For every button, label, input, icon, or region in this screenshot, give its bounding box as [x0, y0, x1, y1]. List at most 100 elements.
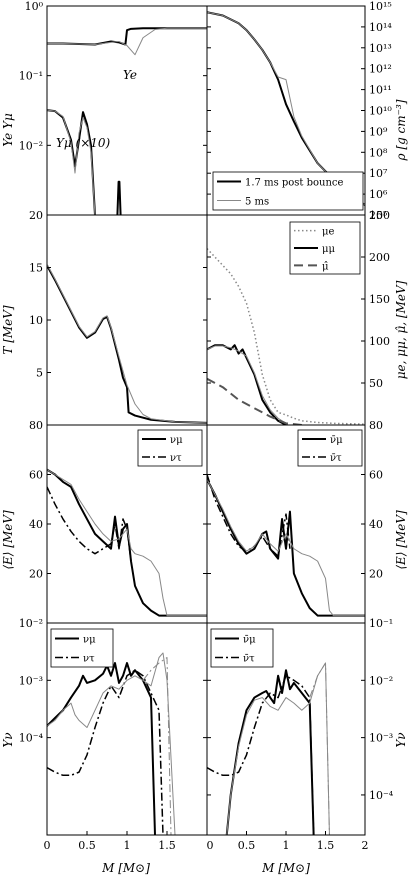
legend-box [297, 429, 363, 467]
series-line [47, 264, 207, 424]
legend: ν̄μ ν̄τ [297, 429, 363, 467]
series-line [47, 669, 164, 835]
series-line [207, 479, 365, 617]
legend-label: ντ [83, 654, 95, 665]
legend-label: νμ [170, 435, 183, 446]
panel-r2c0: 80 60 40 20 νμ ντ [29, 419, 208, 624]
series-group [207, 248, 365, 425]
series-line [47, 27, 207, 56]
y-tick-label: 60 [29, 469, 43, 482]
panel-r2c1: 80 60 40 20 ν̄μ ν̄τ [206, 419, 383, 624]
legend-box [137, 429, 203, 467]
y-tick-label: 60 [369, 469, 383, 482]
x-tick-label: 1.5 [317, 839, 335, 852]
legend: μe μμ μ̂ [289, 221, 361, 275]
legend-label: ντ [170, 453, 182, 464]
legend-label: 1.7 ms post bounce [245, 178, 344, 189]
series-line [116, 180, 122, 215]
panel-r0c1: 10¹⁵ 10¹⁴ 10¹³ 10¹² 10¹¹ 10¹⁰ 10⁹ 10⁸ 10⁷ 10⁶ 10⁵ 1… [206, 0, 392, 222]
y-tick-label: 10⁸ [369, 146, 388, 159]
y-tick-label: 40 [369, 518, 383, 531]
y-tick-label: 250 [369, 209, 390, 222]
series-line [207, 345, 287, 424]
x-tick-label: 0 [44, 839, 51, 852]
x-tick-label: 0.5 [238, 839, 256, 852]
xlabel-left: M [M⊙] [101, 861, 150, 875]
y-tick-label: 40 [29, 518, 43, 531]
panel-r1c1: 250 200 150 100 50 μe μμ μ̂ [206, 209, 390, 426]
series-group [47, 468, 207, 617]
x-tick-label: 1.5 [158, 839, 176, 852]
annotation: Yμ (×10) [56, 136, 111, 150]
series-line [47, 468, 207, 617]
series-line [309, 662, 330, 835]
series-group [47, 27, 207, 215]
y-tick-label: 10⁻² [369, 674, 393, 687]
y-tick-label: 10 [29, 314, 43, 327]
series-line [142, 657, 172, 835]
y-tick-label: 10¹⁰ [369, 105, 392, 118]
y-tick-label: 200 [369, 251, 390, 264]
ylabel-r1-left: T [MeV] [1, 305, 15, 355]
ylabel-r2-right: ⟨E⟩ [MeV] [394, 510, 408, 570]
y-tick-label: 10¹⁵ [369, 0, 392, 13]
y-tick-label: 10¹⁴ [369, 21, 392, 34]
y-tick-label: 10⁰ [25, 0, 44, 13]
x-tick-label: 1 [283, 839, 290, 852]
y-tick-label: 15 [29, 262, 43, 275]
ylabel-r0-left: Ye Yμ [1, 113, 15, 147]
panel-r3c0: 10⁻² 10⁻³ 10⁻⁴ 0 0.5 1 1.5 νμ ντ [19, 617, 208, 852]
y-tick-label: 10⁻³ [369, 732, 393, 745]
legend-label: 5 ms [245, 197, 269, 208]
series-line [47, 109, 96, 215]
series-line [47, 662, 156, 835]
x-tick-label: 1 [124, 839, 131, 852]
y-tick-label: 10⁻³ [19, 674, 43, 687]
series-line [47, 109, 96, 215]
legend-box [210, 628, 274, 668]
legend-box [212, 171, 364, 211]
y-tick-label: 20 [29, 568, 43, 581]
series-line [47, 27, 207, 46]
y-tick-label: 150 [369, 293, 390, 306]
y-tick-label: 10⁻¹ [19, 70, 43, 83]
y-tick-label: 20 [29, 209, 43, 222]
series-line [207, 478, 365, 617]
legend-label: νμ [83, 635, 96, 646]
ylabel-r1-right: μe, μμ, μ̂, [MeV] [394, 280, 408, 379]
series-line [207, 675, 315, 835]
legend: νμ ντ [137, 429, 203, 467]
series-line [207, 344, 287, 425]
panel-r1c0: 20 15 10 5 [29, 209, 208, 426]
y-tick-label: 100 [369, 335, 390, 348]
ylabel-r2-left: ⟨E⟩ [MeV] [1, 510, 15, 570]
series-line [226, 662, 330, 835]
legend-box [50, 628, 114, 668]
series-line [225, 669, 315, 835]
series-line [47, 652, 176, 835]
series-line [207, 248, 365, 425]
y-tick-label: 20 [369, 568, 383, 581]
series-group [207, 662, 330, 835]
series-line [47, 486, 132, 562]
legend-label: ν̄μ [243, 635, 256, 646]
legend-label: μe [322, 227, 334, 238]
series-group [207, 474, 365, 617]
y-tick-label: 10⁻² [19, 139, 43, 152]
legend-label: μμ [322, 244, 335, 255]
y-tick-label: 80 [369, 419, 383, 432]
ylabel-r0-right: ρ [g cm⁻³] [394, 99, 408, 161]
panel-r0c0: 10⁰ 10⁻¹ 10⁻² Ye Yμ (×10) [19, 0, 208, 216]
y-tick-label: 10¹¹ [369, 84, 392, 97]
x-tick-label: 0 [207, 839, 214, 852]
y-tick-label: 5 [36, 367, 43, 380]
y-tick-label: 10¹³ [369, 42, 392, 55]
series-group [47, 652, 176, 835]
series-line [47, 469, 207, 617]
series-group [47, 264, 207, 424]
panel-r3c1: 10⁻¹ 10⁻² 10⁻³ 10⁻⁴ 0 0.5 1 1.5 2 ν̄μ ν̄τ [206, 617, 394, 852]
y-tick-label: 10⁷ [369, 167, 388, 180]
y-tick-label: 50 [369, 377, 383, 390]
y-tick-label: 10⁻⁴ [19, 732, 44, 745]
